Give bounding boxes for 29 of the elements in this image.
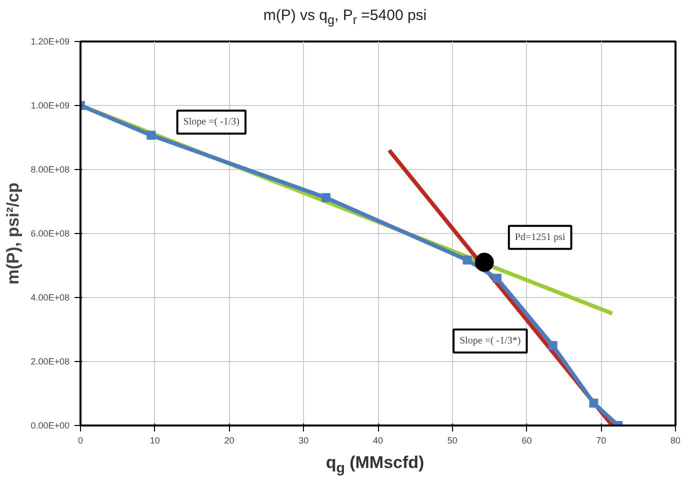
point [474,252,494,272]
x-tick-label: 70 [596,436,606,446]
y-tick-label: 1.00E+09 [30,100,70,110]
chart-title: m(P) vs q$_{g}$, P$_{r}$ =5400 psi [263,6,427,29]
point [548,341,558,350]
y-tick-label: 2.00E+08 [30,356,70,366]
x-tick-label: 50 [447,436,458,446]
y-tick-label: 8.00E+08 [30,164,70,174]
y-axis-title: m(P), psi²/cp [4,182,23,285]
point [146,130,156,140]
annotation: Slope =( -1/3) [183,116,240,128]
point [462,256,472,265]
y-tick-label: 0.00E+00 [30,420,70,430]
x-tick-label: 40 [372,436,384,446]
point [589,398,598,408]
x-tick-label: 80 [670,436,681,446]
x-tick-label: 0 [78,436,84,446]
x-axis-title: q$_{g}$ (MMscfd) [326,452,424,478]
y-tick-label: 6.00E+08 [30,228,70,238]
annotation: Slope =( -1/3*) [460,336,521,347]
annotation: Pd=1251 psi [514,232,566,243]
x-tick-label: 20 [224,436,234,446]
point [321,193,330,202]
x-tick-label: 10 [150,436,160,446]
point [492,274,502,283]
y-tick-label: 4.00E+08 [30,292,70,302]
y-tick-label: 1.20E+09 [30,36,70,46]
x-tick-label: 60 [522,436,532,446]
x-tick-label: 30 [298,436,309,446]
